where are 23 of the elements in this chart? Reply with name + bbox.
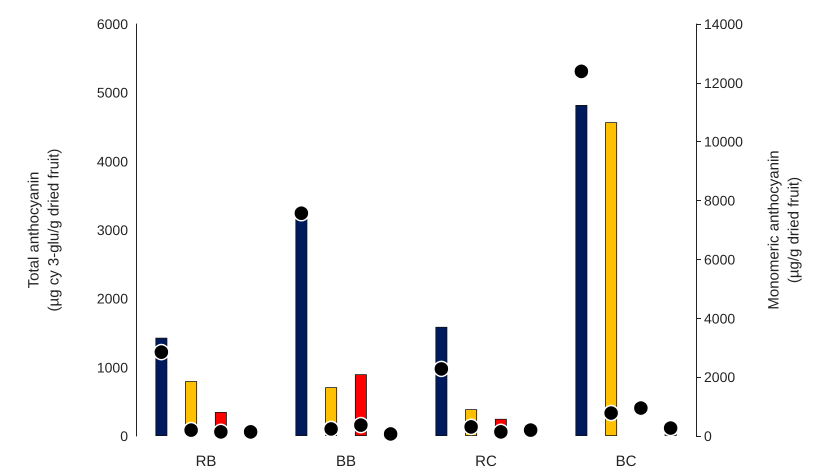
y-tick-label: 4000 — [96, 153, 128, 170]
bar — [575, 105, 588, 436]
x-tick-label: RB — [196, 453, 216, 470]
y-tick-label: 5000 — [96, 84, 128, 101]
y2-axis-title: Monomeric anthocyanin (µg/g dried fruit) — [766, 150, 802, 310]
y2-tick-label: 0 — [704, 428, 712, 444]
bar — [605, 122, 618, 436]
x-tick-label: BB — [336, 453, 356, 470]
y-axis-title: Total anthocyanin (µg cy 3-glu/g dried fruit) — [26, 148, 62, 312]
y-tick-label: 1000 — [96, 359, 128, 376]
y-tick-label: 6000 — [96, 16, 128, 32]
y2-tick-label: 8000 — [704, 192, 736, 209]
x-tick-label: BC — [616, 453, 637, 470]
y2-tick-label: 6000 — [704, 251, 736, 268]
y-tick-label: 2000 — [96, 290, 128, 307]
y-tick-label: 0 — [120, 428, 128, 444]
y2-tick-label: 12000 — [704, 74, 744, 91]
x-tick-label: RC — [475, 453, 497, 470]
y-tick-label: 3000 — [96, 222, 128, 238]
y2-tick-label: 14000 — [704, 16, 744, 32]
y2-tick-label: 4000 — [704, 310, 736, 326]
y2-tick-label: 2000 — [704, 369, 736, 386]
y2-tick-label: 10000 — [704, 134, 744, 150]
